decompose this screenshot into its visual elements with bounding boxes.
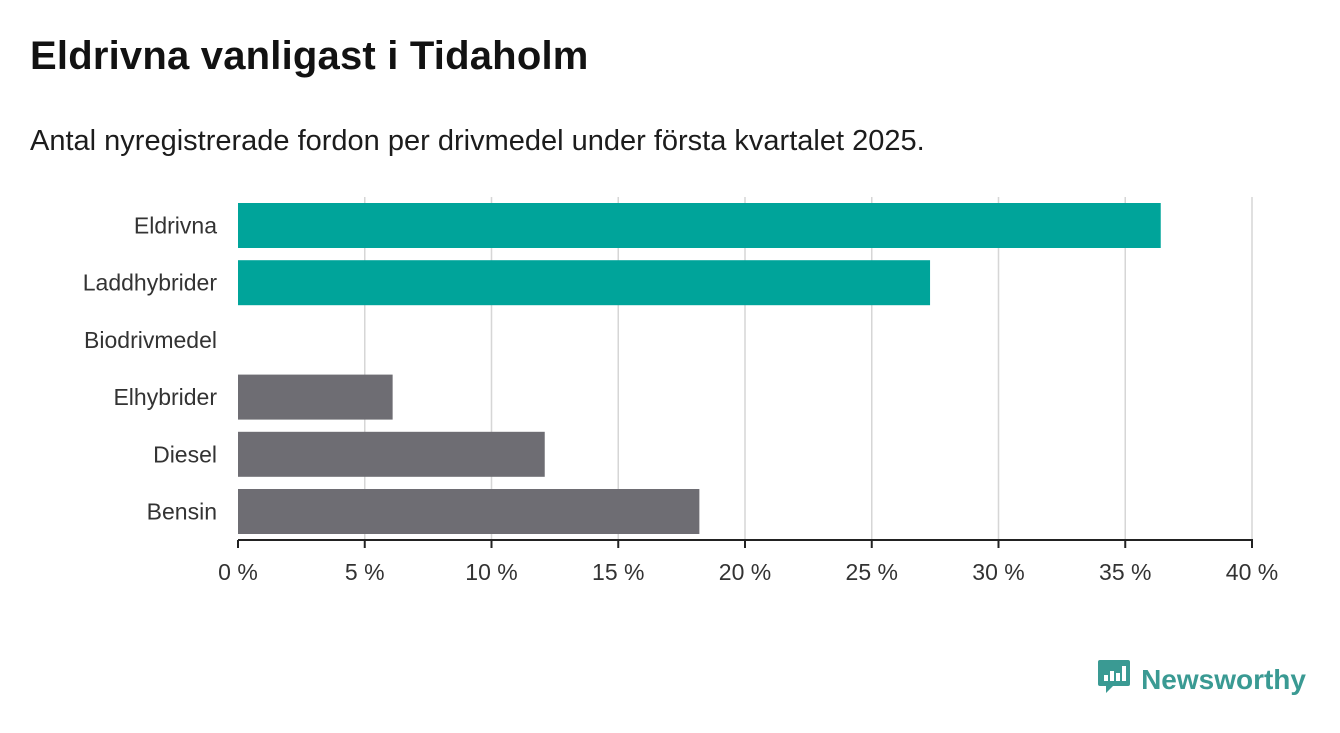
x-tick-label: 5 %: [345, 559, 385, 585]
category-label: Eldrivna: [134, 213, 217, 239]
x-axis: 0 % 5 % 10 % 15 % 20 % 25 % 30 % 35 % 40 %: [218, 539, 1278, 585]
category-labels: Eldrivna Laddhybrider Biodrivmedel Elhybrid…: [83, 213, 218, 525]
x-tick-label: 0 %: [218, 559, 258, 585]
bar-chart: 0 % 5 % 10 % 15 % 20 % 25 % 30 % 35 % 40 % Eldri…: [83, 197, 1278, 585]
bar: [238, 260, 931, 306]
bar: [238, 374, 393, 420]
bar: [238, 431, 545, 477]
x-tick-label: 10 %: [465, 559, 517, 585]
bar: [238, 203, 1161, 248]
grid-lines: [364, 197, 1253, 540]
x-tick-label: 40 %: [1226, 559, 1278, 585]
bar: [238, 489, 700, 534]
category-label: Elhybrider: [113, 384, 217, 410]
category-label: Laddhybrider: [83, 270, 218, 296]
category-label: Diesel: [153, 441, 217, 467]
category-label: Biodrivmedel: [84, 327, 217, 353]
x-tick-label: 30 %: [972, 559, 1024, 585]
chart-title: Eldrivna vanligast i Tidaholm: [30, 34, 589, 78]
x-tick-label: 15 %: [592, 559, 644, 585]
x-tick-label: 25 %: [846, 559, 898, 585]
chart-subtitle: Antal nyregistrerade fordon per drivmede…: [30, 125, 925, 157]
bars: [238, 203, 1161, 534]
brand-logo: Newsworthy: [1097, 658, 1306, 701]
x-tick-label: 20 %: [719, 559, 771, 585]
category-label: Bensin: [147, 499, 217, 525]
newsworthy-logo-icon: [1097, 658, 1131, 701]
x-tick-label: 35 %: [1099, 559, 1151, 585]
brand-name: Newsworthy: [1141, 663, 1306, 695]
